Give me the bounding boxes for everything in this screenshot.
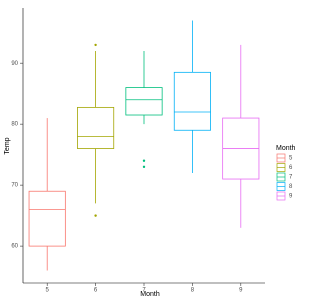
box — [173, 71, 211, 131]
legend-label: 6 — [289, 165, 293, 171]
outlier — [142, 159, 146, 162]
box — [125, 87, 163, 116]
y-tick-label: 60 — [11, 244, 18, 250]
legend-title: Month — [276, 145, 296, 152]
y-tick-label: 90 — [11, 61, 18, 67]
outlier — [94, 214, 97, 217]
x-tick-label: 9 — [239, 288, 243, 294]
y-axis-title: Temp — [4, 137, 11, 154]
x-tick-label: 8 — [191, 288, 195, 294]
x-axis-title: Month — [140, 291, 160, 298]
y-tick-label: 70 — [11, 183, 18, 189]
box — [77, 106, 115, 149]
outlier — [142, 165, 146, 169]
chart: Month Temp Month 60 70 80 90 5 5 6 6 7 7 8 8 9 9 — [4, 8, 296, 298]
box — [28, 190, 66, 247]
legend-label: 5 — [289, 156, 293, 162]
legend-label: 9 — [289, 194, 293, 200]
x-tick-label: 5 — [46, 288, 50, 294]
legend-label: 8 — [289, 184, 293, 190]
x-tick-label: 7 — [142, 288, 146, 294]
y-tick-label: 80 — [11, 122, 18, 128]
legend-label: 7 — [289, 175, 293, 181]
outlier — [94, 43, 97, 47]
x-tick-label: 6 — [94, 288, 98, 294]
